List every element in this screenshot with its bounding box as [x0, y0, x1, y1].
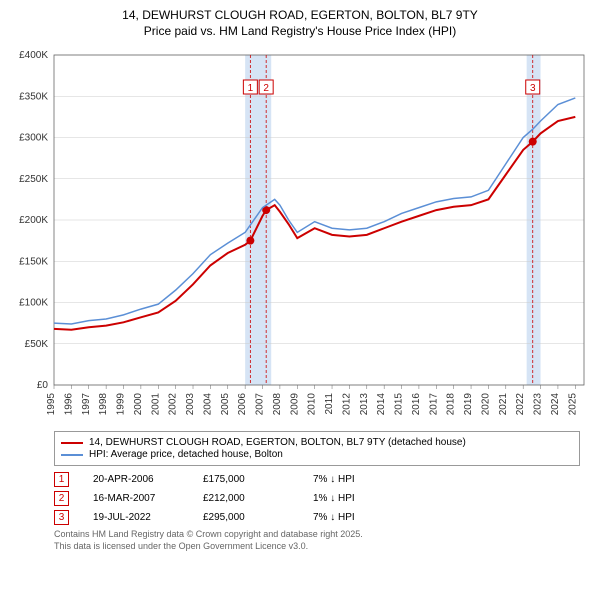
svg-text:2010: 2010: [307, 393, 318, 416]
sale-date: 20-APR-2006: [93, 474, 203, 485]
title-line-2: Price paid vs. HM Land Registry's House …: [10, 24, 590, 40]
svg-text:£0: £0: [37, 380, 49, 391]
sale-date: 19-JUL-2022: [93, 512, 203, 523]
svg-text:£50K: £50K: [25, 339, 49, 350]
svg-text:2023: 2023: [533, 393, 544, 416]
svg-text:2019: 2019: [463, 393, 474, 416]
sale-price: £212,000: [203, 493, 313, 504]
svg-text:2017: 2017: [428, 393, 439, 416]
svg-text:2020: 2020: [480, 393, 491, 416]
svg-text:£300K: £300K: [19, 133, 48, 144]
svg-text:2015: 2015: [394, 393, 405, 416]
svg-text:2004: 2004: [202, 393, 213, 416]
svg-text:2014: 2014: [376, 393, 387, 416]
chart-title: 14, DEWHURST CLOUGH ROAD, EGERTON, BOLTO…: [10, 8, 590, 39]
svg-text:£350K: £350K: [19, 91, 48, 102]
sales-row: 2 16-MAR-2007 £212,000 1% ↓ HPI: [54, 491, 580, 506]
legend: 14, DEWHURST CLOUGH ROAD, EGERTON, BOLTO…: [54, 431, 580, 466]
legend-swatch: [61, 442, 83, 444]
title-line-1: 14, DEWHURST CLOUGH ROAD, EGERTON, BOLTO…: [10, 8, 590, 24]
footer: Contains HM Land Registry data © Crown c…: [54, 529, 580, 552]
sale-marker-icon: 2: [54, 491, 69, 506]
svg-text:2007: 2007: [255, 393, 266, 416]
sale-diff: 7% ↓ HPI: [313, 512, 413, 523]
svg-text:£100K: £100K: [19, 298, 48, 309]
svg-text:2002: 2002: [168, 393, 179, 416]
legend-item: HPI: Average price, detached house, Bolt…: [61, 449, 573, 460]
svg-text:2012: 2012: [341, 393, 352, 416]
sale-diff: 7% ↓ HPI: [313, 474, 413, 485]
legend-item: 14, DEWHURST CLOUGH ROAD, EGERTON, BOLTO…: [61, 437, 573, 448]
sale-marker-icon: 1: [54, 472, 69, 487]
svg-text:1995: 1995: [46, 393, 57, 416]
svg-text:3: 3: [530, 83, 536, 94]
svg-text:2008: 2008: [272, 393, 283, 416]
svg-text:2018: 2018: [446, 393, 457, 416]
sale-marker-icon: 3: [54, 510, 69, 525]
footer-line: This data is licensed under the Open Gov…: [54, 541, 580, 553]
svg-text:1999: 1999: [116, 393, 127, 416]
svg-text:2022: 2022: [515, 393, 526, 416]
svg-text:1996: 1996: [63, 393, 74, 416]
svg-text:2001: 2001: [150, 393, 161, 416]
svg-text:2009: 2009: [289, 393, 300, 416]
svg-text:£400K: £400K: [19, 50, 48, 61]
svg-text:1998: 1998: [98, 393, 109, 416]
svg-text:2016: 2016: [411, 393, 422, 416]
svg-text:2021: 2021: [498, 393, 509, 416]
legend-swatch: [61, 454, 83, 456]
sales-table: 1 20-APR-2006 £175,000 7% ↓ HPI 2 16-MAR…: [54, 472, 580, 525]
chart-container: 14, DEWHURST CLOUGH ROAD, EGERTON, BOLTO…: [0, 0, 600, 561]
sale-price: £175,000: [203, 474, 313, 485]
svg-text:2005: 2005: [220, 393, 231, 416]
svg-text:1997: 1997: [81, 393, 92, 416]
legend-label: 14, DEWHURST CLOUGH ROAD, EGERTON, BOLTO…: [89, 437, 466, 448]
svg-text:£200K: £200K: [19, 215, 48, 226]
sale-date: 16-MAR-2007: [93, 493, 203, 504]
svg-text:2000: 2000: [133, 393, 144, 416]
svg-text:2003: 2003: [185, 393, 196, 416]
chart-svg: £0 £50K £100K £150K £200K £250K £300K £350K £400…: [10, 45, 590, 425]
svg-text:£150K: £150K: [19, 256, 48, 267]
sales-row: 3 19-JUL-2022 £295,000 7% ↓ HPI: [54, 510, 580, 525]
plot-area: £0 £50K £100K £150K £200K £250K £300K £350K £400…: [10, 45, 590, 425]
sale-price: £295,000: [203, 512, 313, 523]
svg-text:2006: 2006: [237, 393, 248, 416]
svg-text:1: 1: [248, 83, 254, 94]
svg-text:2013: 2013: [359, 393, 370, 416]
svg-text:2025: 2025: [567, 393, 578, 416]
svg-text:2011: 2011: [324, 393, 335, 415]
footer-line: Contains HM Land Registry data © Crown c…: [54, 529, 580, 541]
svg-text:2024: 2024: [550, 393, 561, 416]
svg-text:2: 2: [263, 83, 269, 94]
sale-diff: 1% ↓ HPI: [313, 493, 413, 504]
legend-label: HPI: Average price, detached house, Bolt…: [89, 449, 283, 460]
svg-text:£250K: £250K: [19, 174, 48, 185]
sales-row: 1 20-APR-2006 £175,000 7% ↓ HPI: [54, 472, 580, 487]
